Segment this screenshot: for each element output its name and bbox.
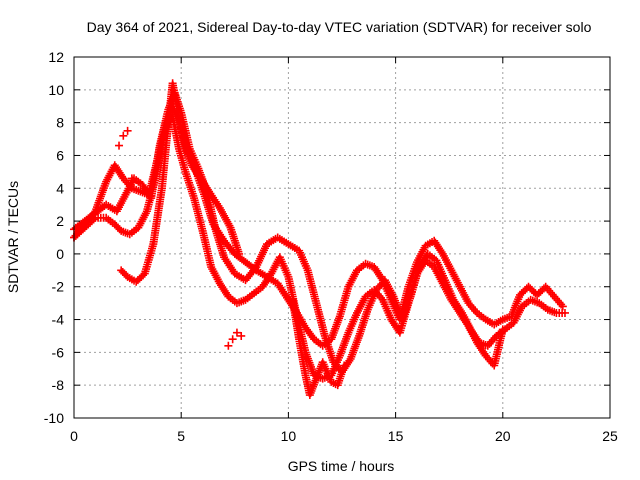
y-tick-label: 2 [56,213,64,229]
y-tick-label: -4 [52,312,65,328]
data-point [115,141,124,150]
data-point [127,174,136,183]
series-track-2 [70,89,569,377]
x-tick-label: 5 [177,428,185,444]
x-tick-label: 25 [602,428,618,444]
series-short-fragments [115,126,246,350]
chart-title: Day 364 of 2021, Sidereal Day-to-day VTE… [87,19,592,35]
x-tick-label: 10 [281,428,297,444]
x-tick-label: 15 [388,428,404,444]
data-marks [70,79,569,400]
x-tick-label: 0 [70,428,78,444]
y-axis-ticks: -10 -8 -6 -4 -2 0 2 4 6 8 10 12 [44,49,610,426]
y-tick-label: 6 [56,147,64,163]
x-axis-label: GPS time / hours [288,458,395,474]
data-point [560,308,569,317]
y-tick-label: -2 [52,279,65,295]
data-point [89,215,98,224]
y-axis-label: SDTVAR / TECUs [5,181,21,293]
y-tick-label: 0 [56,246,64,262]
series-track-4 [117,79,244,286]
series-track-5 [288,295,349,400]
y-tick-label: -8 [52,377,65,393]
grid [74,57,610,418]
plot-frame [73,56,611,419]
x-axis-ticks: 0 5 10 15 20 25 [70,57,618,444]
data-point [235,249,244,258]
data-point [119,131,128,140]
x-tick-label: 20 [495,428,511,444]
y-tick-label: 8 [56,115,64,131]
data-point [498,325,507,334]
y-tick-label: 10 [48,82,64,98]
data-point [232,328,241,337]
data-point [237,331,246,340]
y-tick-label: -6 [52,344,65,360]
y-tick-label: -10 [44,410,64,426]
data-point [224,341,233,350]
y-tick-label: 12 [48,49,64,65]
data-point [123,126,132,135]
data-point [228,335,237,344]
y-tick-label: 4 [56,180,64,196]
data-point [340,361,349,370]
